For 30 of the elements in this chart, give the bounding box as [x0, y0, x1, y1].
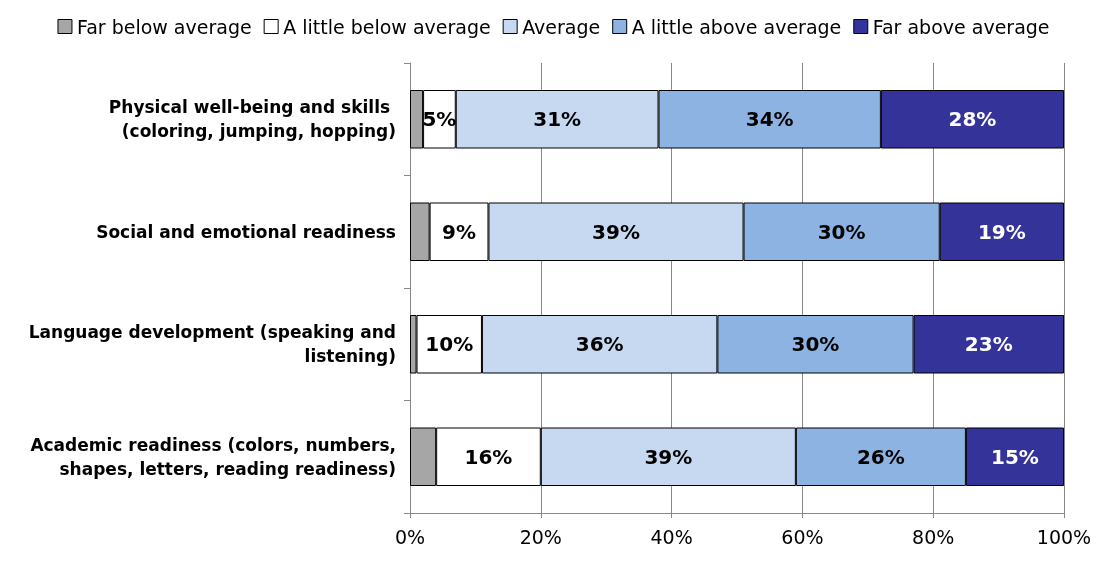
- x-tick-label: 0%: [394, 525, 426, 548]
- x-tick-label: 20%: [519, 525, 562, 548]
- data-label: 9%: [442, 219, 477, 244]
- data-label: 30%: [791, 332, 840, 357]
- data-label: 34%: [745, 107, 794, 132]
- legend-label: Far above average: [872, 15, 1050, 38]
- data-label: 23%: [964, 332, 1013, 357]
- data-label: 36%: [575, 332, 624, 357]
- x-tick-label: 40%: [650, 525, 693, 548]
- legend-label: A little above average: [631, 15, 842, 38]
- x-tick-label: 80%: [912, 525, 955, 548]
- data-label: 19%: [977, 219, 1026, 244]
- data-label: 16%: [464, 444, 513, 469]
- y-tick-label: Academic readiness (colors, numbers, shapes, letters, reading readiness): [30, 434, 396, 479]
- y-tick-label: Language development (speaking and listening): [28, 322, 396, 367]
- x-tick-label: 100%: [1036, 525, 1092, 548]
- data-label: 10%: [425, 332, 474, 357]
- legend-label: Average: [522, 15, 601, 38]
- data-label: 31%: [533, 107, 582, 132]
- legend-label: A little below average: [283, 15, 491, 38]
- legend-label: Far below average: [76, 15, 252, 38]
- y-tick-label: Social and emotional readiness: [96, 221, 396, 242]
- data-label: 28%: [948, 107, 997, 132]
- data-label: 30%: [817, 219, 866, 244]
- data-label: 26%: [856, 444, 905, 469]
- data-label: 39%: [644, 444, 693, 469]
- data-label: 15%: [991, 444, 1039, 469]
- x-tick-label: 60%: [781, 525, 824, 548]
- y-tick-label: Physical well-being and skills (coloring, jumping, hopping): [108, 97, 396, 142]
- data-label: 39%: [592, 219, 640, 244]
